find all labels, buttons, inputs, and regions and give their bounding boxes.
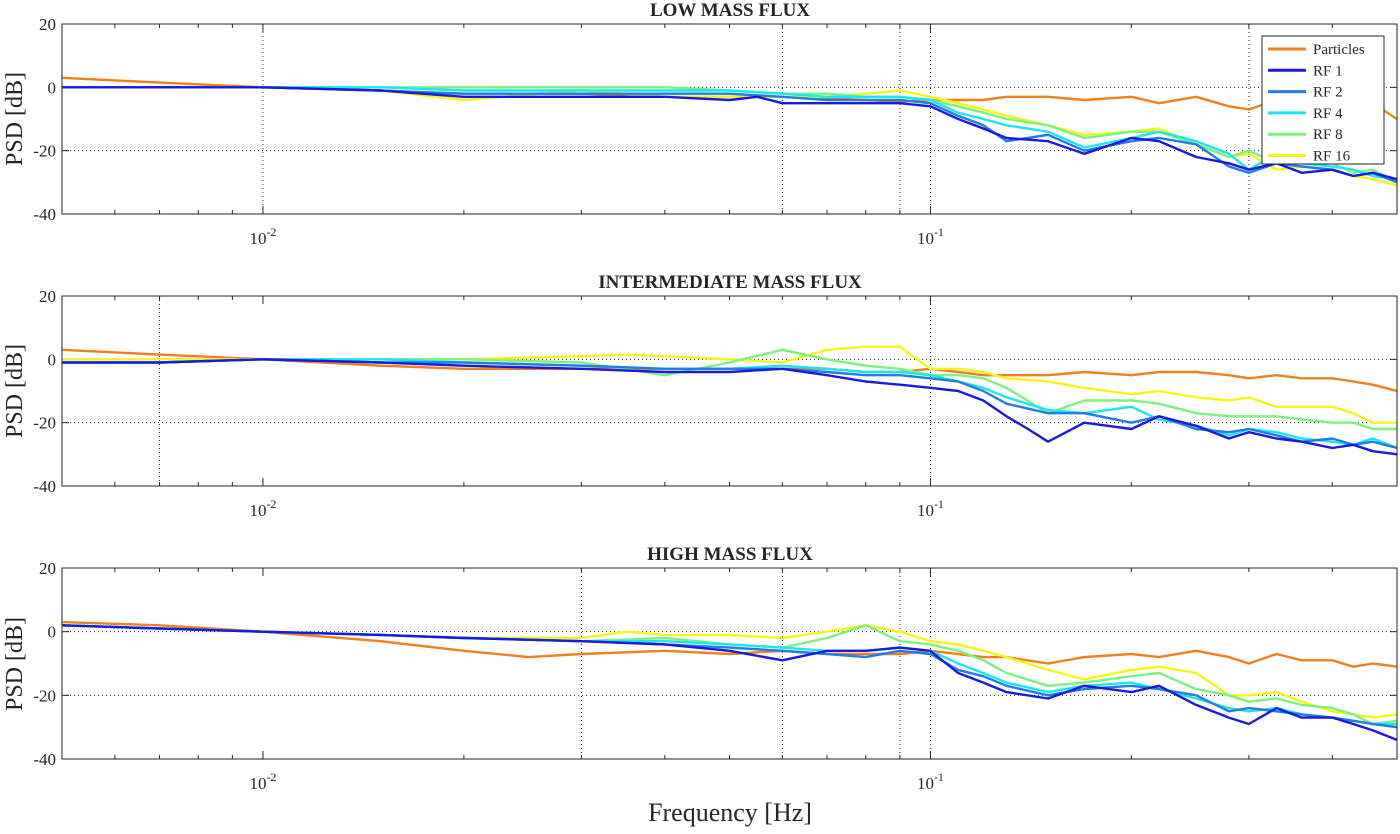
legend-box (1261, 35, 1385, 165)
y-axis-label-high: PSD [dB] (2, 617, 28, 711)
y-tick-label: 20 (39, 559, 56, 578)
series-line-rf-16 (62, 345, 1397, 424)
x-axis-label: Frequency [Hz] (648, 798, 812, 827)
series-line-rf-1 (62, 358, 1397, 456)
y-tick-label: -20 (33, 414, 56, 433)
series-group (62, 345, 1397, 456)
series-line-rf-16 (62, 624, 1397, 719)
y-axis-label-intermediate: PSD [dB] (2, 344, 28, 438)
panel-low: 20 0 -20 -40 10-2 10-1 Particles RF 1 RF 2 RF 4 RF… (33, 15, 1398, 248)
series-line-rf-8 (62, 348, 1397, 431)
legend-label: RF 16 (1313, 149, 1351, 165)
x-tick-label: 10-1 (917, 225, 944, 248)
series-line-rf-2 (62, 358, 1397, 450)
x-tick-label: 10-2 (249, 497, 276, 520)
y-tick-label: 0 (48, 350, 57, 369)
y-tick-label: 20 (39, 15, 56, 34)
legend-label: RF 1 (1313, 63, 1343, 79)
y-axis-label-low: PSD [dB] (2, 72, 28, 166)
y-tick-label: 0 (48, 78, 57, 97)
panel-title-high: HIGH MASS FLUX (647, 544, 813, 565)
axes-frame (61, 295, 1398, 487)
panel-intermediate: 20 0 -20 -40 10-2 10-1 (33, 287, 1398, 520)
legend-label: RF 4 (1313, 106, 1343, 122)
panel-title-low: LOW MASS FLUX (650, 0, 810, 21)
y-tick-label: -20 (33, 142, 56, 161)
y-tick-label: -40 (33, 205, 56, 224)
y-tick-label: 0 (48, 623, 57, 642)
x-tick-label: 10-1 (917, 770, 944, 793)
plot-panels: 20 0 -20 -40 10-2 10-1 Particles RF 1 RF 2 RF 4 RF… (33, 15, 1398, 793)
series-line-rf-1 (62, 624, 1397, 742)
series-group (62, 620, 1397, 742)
x-tick-label: 10-2 (249, 225, 276, 248)
legend-label: RF 2 (1313, 85, 1343, 101)
plot-area (62, 296, 1397, 486)
plot-area (62, 568, 1397, 759)
legend-label: RF 8 (1313, 127, 1343, 143)
panel-high: 20 0 -20 -40 10-2 10-1 (33, 559, 1398, 793)
plot-area (62, 24, 1397, 214)
y-tick-label: -20 (33, 686, 56, 705)
axes-frame (61, 567, 1398, 760)
y-tick-label: 20 (39, 287, 56, 306)
y-tick-label: -40 (33, 477, 56, 496)
panel-title-intermediate: INTERMEDIATE MASS FLUX (598, 272, 862, 293)
x-tick-label: 10-2 (249, 770, 276, 793)
y-tick-label: -40 (33, 750, 56, 769)
legend: Particles RF 1 RF 2 RF 4 RF 8 RF 16 (1261, 35, 1385, 165)
legend-label: Particles (1313, 42, 1365, 58)
axes-frame (61, 23, 1398, 215)
series-line-rf-1 (62, 86, 1397, 181)
x-tick-label: 10-1 (917, 497, 944, 520)
